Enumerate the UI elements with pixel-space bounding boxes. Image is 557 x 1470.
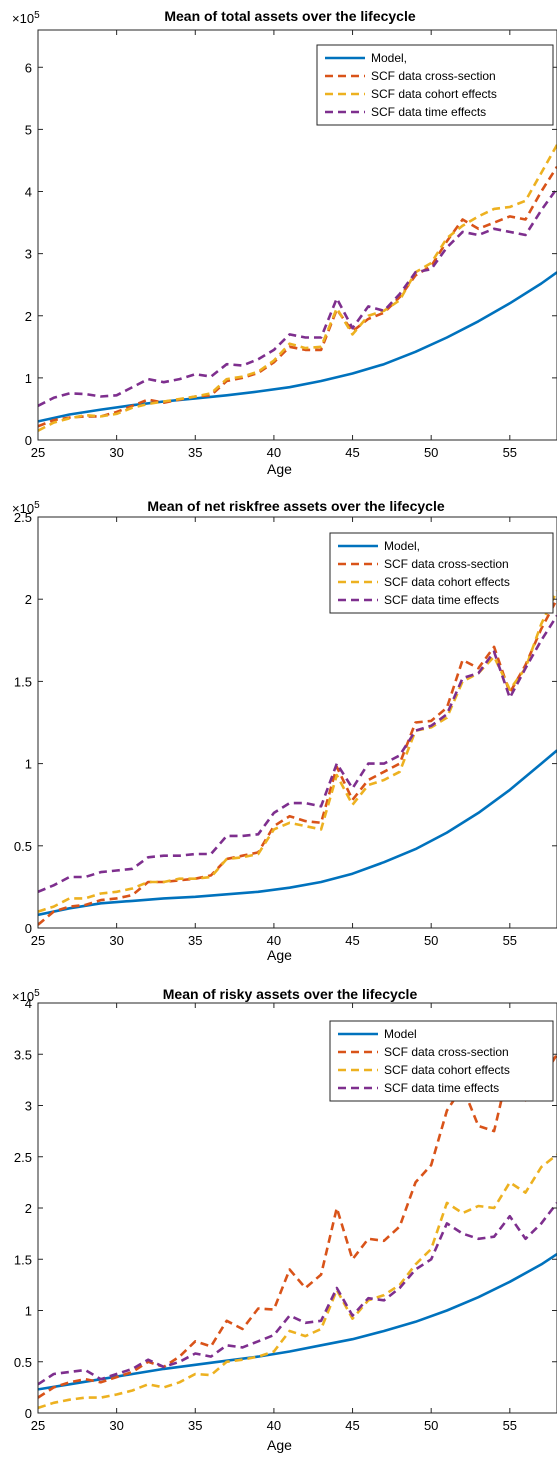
x-tick-label: 50 [424,933,438,948]
y-tick-label: 0.5 [14,1355,32,1370]
legend-label-4: SCF data time effects [371,105,486,119]
series-group [38,590,557,926]
series-line-2 [38,598,557,926]
legend: Model, SCF data cross-section SCF data coh… [316,44,554,126]
x-tick-label: 25 [31,1418,45,1433]
x-tick-label: 45 [345,1418,359,1433]
x-axis-label: Age [267,947,292,963]
x-tick-label: 55 [503,933,517,948]
x-tick-label: 30 [109,1418,123,1433]
y-tick-label: 3 [25,247,32,262]
x-axis-label: Age [267,461,292,477]
x-tick-label: 45 [345,933,359,948]
axes-box [37,29,557,441]
y-tick-label: 0 [25,921,32,936]
legend: Model, SCF data cross-section SCF data coh… [329,532,554,614]
y-tick-label: 3 [25,1099,32,1114]
legend-label-1: Model, [384,539,420,553]
x-axis-label: Age [267,1437,292,1453]
series-line-2 [38,1053,557,1399]
y-tick-label: 1.5 [14,674,32,689]
legend-label-1: Model [384,1027,417,1041]
series-line-1 [38,749,557,917]
series-group [38,1053,557,1410]
x-tick-label: 35 [188,933,202,948]
y-tick-label: 0.5 [14,839,32,854]
x-tick-label: 55 [503,445,517,460]
y-tick-label: 1.5 [14,1252,32,1267]
x-tick-label: 25 [31,445,45,460]
y-tick-label: 0 [25,433,32,448]
x-tick-label: 35 [188,1418,202,1433]
chart-title: Mean of risky assets over the lifecycle [163,986,418,1002]
chart-title: Mean of net riskfree assets over the lif… [147,498,444,514]
legend-label-2: SCF data cross-section [384,557,509,571]
axes-box [37,516,557,929]
x-tick-label: 40 [267,1418,281,1433]
x-tick-label: 50 [424,1418,438,1433]
y-tick-label: 2 [25,592,32,607]
y-tick-label: 1 [25,757,32,772]
y-tick-label: 1 [25,371,32,386]
y-tick-label: 1 [25,1304,32,1319]
x-tick-label: 25 [31,933,45,948]
x-tick-label: 50 [424,445,438,460]
series-line-1 [38,271,557,423]
x-tick-label: 40 [267,933,281,948]
y-axis-multiplier: ×105 [12,500,40,516]
series-line-3 [38,144,557,432]
y-tick-label: 4 [25,185,32,200]
series-line-4 [38,614,557,894]
chart-panel-3: 25 30 35 40 45 50 55 0 0.5 1 1.5 2 2.5 3 3.5 4×105 Mean … [12,986,557,1453]
chart-title: Mean of total assets over the lifecycle [164,8,416,24]
legend-label-4: SCF data time effects [384,593,499,607]
series-line-3 [38,590,557,913]
y-tick-label: 6 [25,60,32,75]
x-tick-label: 35 [188,445,202,460]
x-tick-label: 30 [109,933,123,948]
series-line-3 [38,1153,557,1410]
legend-label-3: SCF data cohort effects [371,87,497,101]
y-tick-label: 2 [25,309,32,324]
chart-panel-2: 25 30 35 40 45 50 55 0 0.5 1 1.5 2 2.5×105 Mean of ne… [12,498,557,963]
legend-label-2: SCF data cross-section [371,69,496,83]
y-tick-label: 0 [25,1406,32,1421]
legend-label-3: SCF data cohort effects [384,575,510,589]
x-tick-label: 55 [503,1418,517,1433]
legend-label-4: SCF data time effects [384,1081,499,1095]
y-tick-label: 4 [25,996,32,1011]
legend-label-2: SCF data cross-section [384,1045,509,1059]
legend-label-1: Model, [371,51,407,65]
legend: Model SCF data cross-section SCF data coho… [329,1020,554,1102]
legend-label-3: SCF data cohort effects [384,1063,510,1077]
series-line-4 [38,1202,557,1386]
x-tick-label: 30 [109,445,123,460]
x-tick-label: 40 [267,445,281,460]
y-tick-label: 2.5 [14,510,32,525]
y-tick-label: 5 [25,122,32,137]
y-axis-multiplier: ×105 [12,10,40,26]
y-tick-label: 2.5 [14,1150,32,1165]
y-tick-label: 3.5 [14,1047,32,1062]
y-tick-label: 2 [25,1201,32,1216]
series-line-4 [38,187,557,407]
x-tick-label: 45 [345,445,359,460]
series-group [38,144,557,432]
y-axis-multiplier: ×105 [12,988,40,1004]
